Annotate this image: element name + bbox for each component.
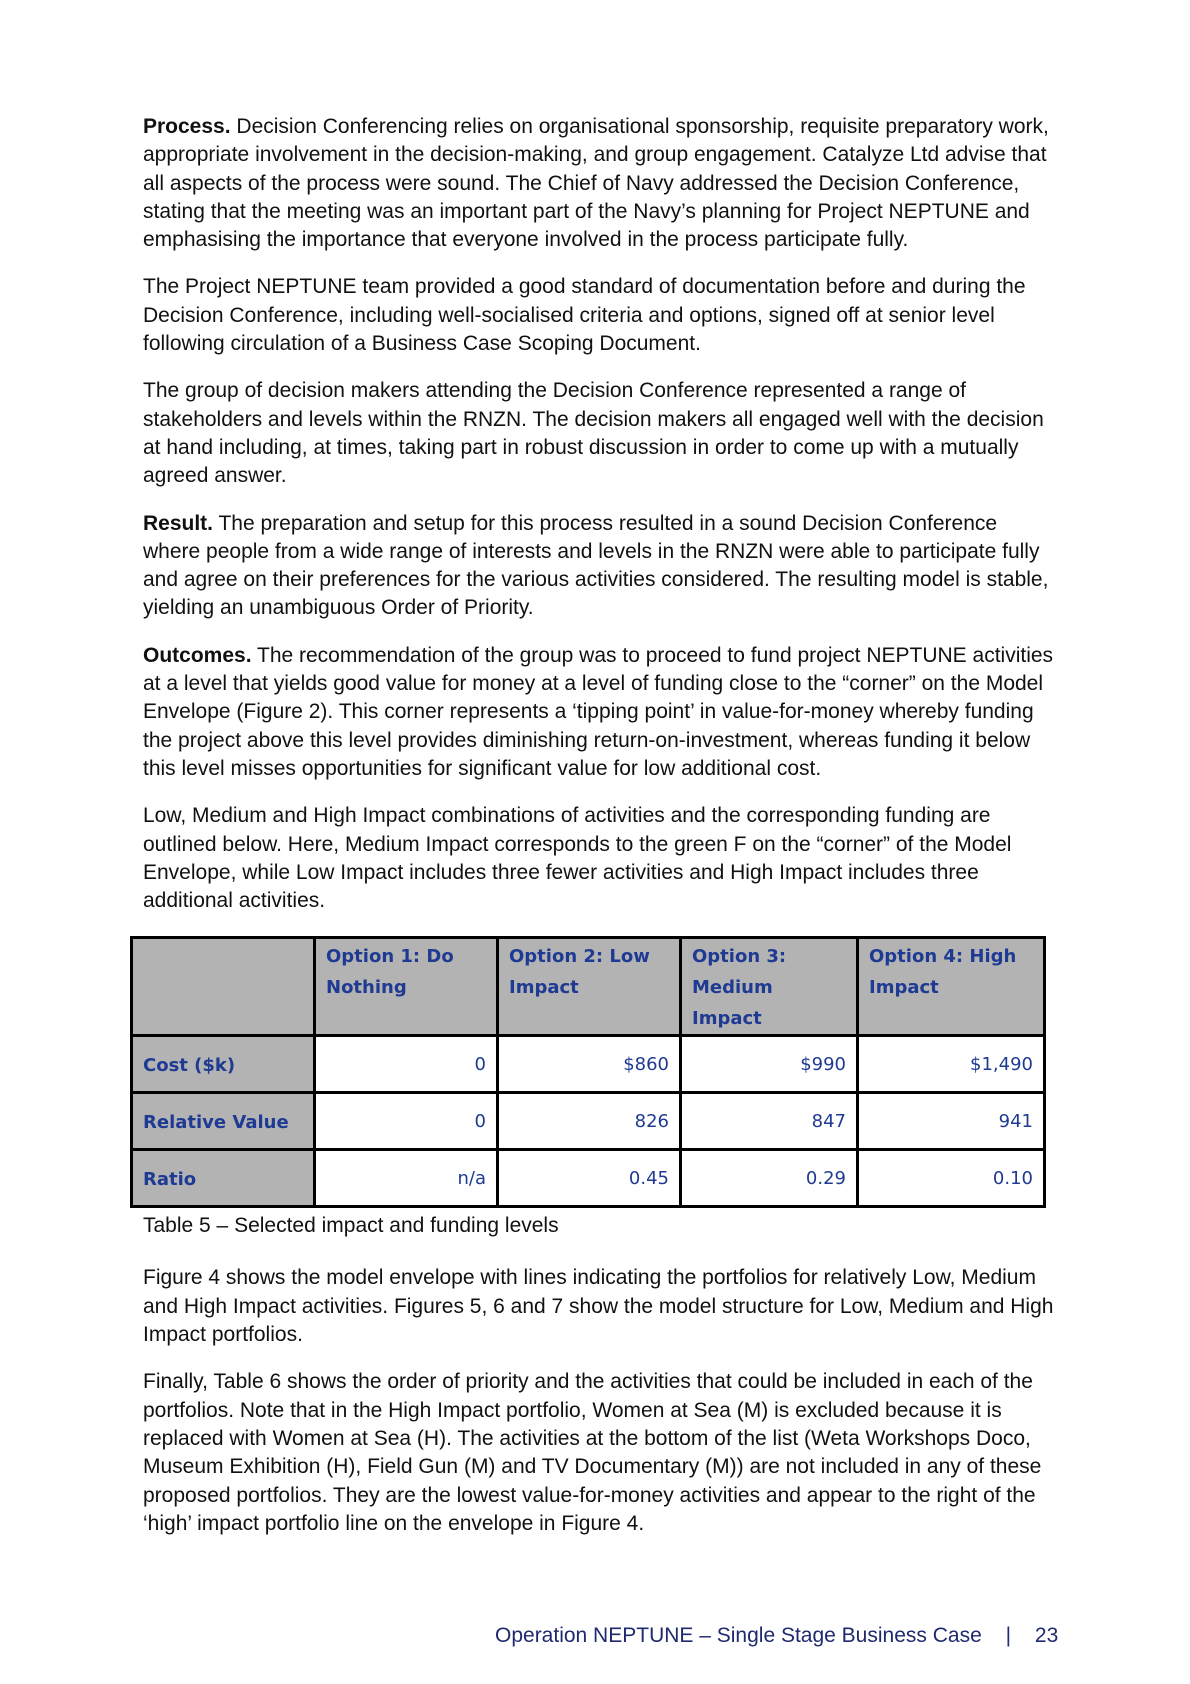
row-label: Cost ($k) (130, 1034, 316, 1095)
paragraph: Process. Decision Conferencing relies on… (143, 115, 1049, 252)
cell: 0.10 (856, 1148, 1046, 1209)
paragraph: Low, Medium and High Impact combinations… (143, 804, 1012, 913)
table-row: Ratio n/a 0.45 0.29 0.10 (130, 1148, 1046, 1209)
body-text-top: Process. Decision Conferencing relies on… (143, 113, 1058, 934)
cell: 0 (313, 1091, 499, 1152)
page-footer: Operation NEPTUNE – Single Stage Busines… (495, 1602, 1190, 1684)
cell: $990 (679, 1034, 859, 1095)
header-cell (130, 936, 316, 1038)
row-label: Relative Value (130, 1091, 316, 1152)
cell: $860 (496, 1034, 682, 1095)
cell: n/a (313, 1148, 499, 1209)
impact-funding-table: Option 1: Do Nothing Option 2: Low Impac… (130, 936, 1046, 1209)
table-row: Cost ($k) 0 $860 $990 $1,490 (130, 1034, 1046, 1095)
footer-separator: | (1005, 1624, 1012, 1647)
cell: 826 (496, 1091, 682, 1152)
cell: $1,490 (856, 1034, 1046, 1095)
table-container: Option 1: Do Nothing Option 2: Low Impac… (130, 936, 1190, 1209)
footer-title: Operation NEPTUNE – Single Stage Busines… (495, 1624, 982, 1647)
paragraph: Result. The preparation and setup for th… (143, 511, 1049, 620)
cell: 0 (313, 1034, 499, 1095)
paragraph: Finally, Table 6 shows the order of prio… (143, 1370, 1042, 1535)
cell: 0.45 (496, 1148, 682, 1209)
header-cell: Option 3: Medium Impact (679, 936, 859, 1038)
header-cell: Option 4: High Impact (856, 936, 1046, 1038)
table-header-row: Option 1: Do Nothing Option 2: Low Impac… (130, 936, 1046, 1038)
header-cell: Option 2: Low Impact (496, 936, 682, 1038)
paragraph: The group of decision makers attending t… (143, 379, 1044, 488)
cell: 0.29 (679, 1148, 859, 1209)
cell: 847 (679, 1091, 859, 1152)
table-caption: Table 5 – Selected impact and funding le… (143, 1214, 559, 1238)
paragraph: Outcomes. The recommendation of the grou… (143, 643, 1054, 780)
paragraph: The Project NEPTUNE team provided a good… (143, 275, 1026, 356)
row-label: Ratio (130, 1148, 316, 1209)
table-row: Relative Value 0 826 847 941 (130, 1091, 1046, 1152)
header-cell: Option 1: Do Nothing (313, 936, 499, 1038)
cell: 941 (856, 1091, 1046, 1152)
body-text-bottom: Figure 4 shows the model envelope with l… (143, 1264, 1058, 1557)
page-number: 23 (1034, 1624, 1059, 1647)
paragraph: Figure 4 shows the model envelope with l… (143, 1266, 1054, 1347)
